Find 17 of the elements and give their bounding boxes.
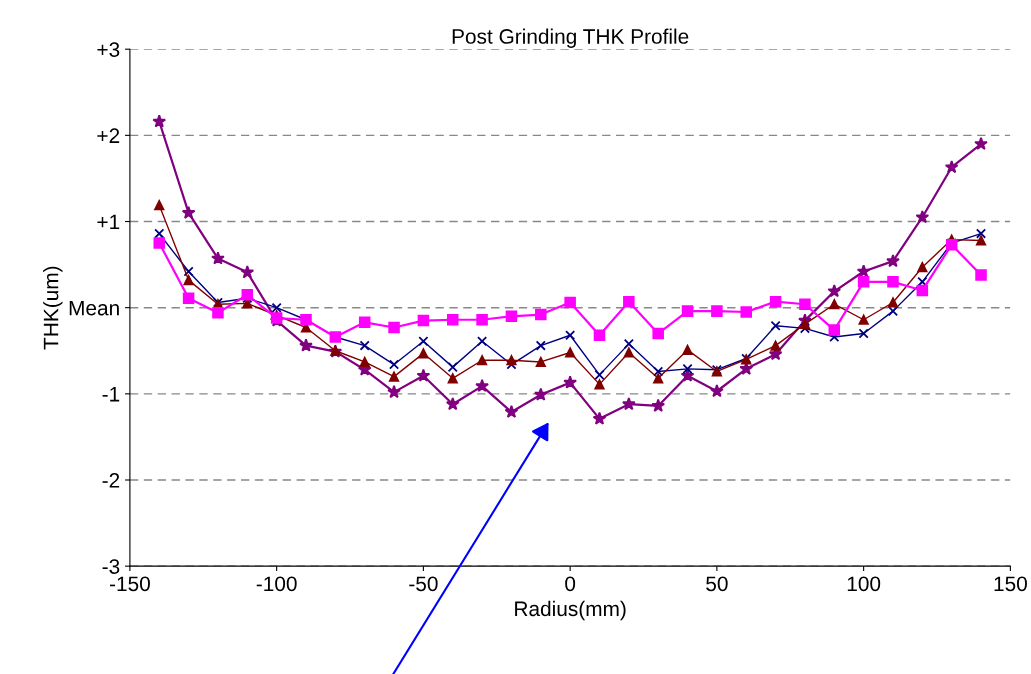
chart-title: Post Grinding THK Profile: [452, 28, 689, 48]
x-axis-title: Radius(mm): [515, 600, 626, 621]
y-axis-title: THK(um): [43, 266, 63, 350]
y-tick-label: -1: [102, 387, 120, 402]
y-tick-label: -3: [102, 559, 120, 574]
y-tick-label: +1: [97, 214, 120, 230]
x-tick-label: 50: [706, 576, 728, 592]
y-tick-label: -2: [102, 473, 120, 488]
y-tick-label: +3: [97, 42, 120, 57]
x-tick-label: -100: [256, 576, 297, 592]
x-tick-label: 150: [994, 576, 1027, 592]
x-tick-label: 100: [847, 576, 881, 592]
x-tick-label: 0: [565, 576, 576, 592]
y-tick-label: +2: [97, 128, 120, 143]
y-tick-label: Mean: [69, 300, 119, 316]
x-tick-label: -50: [409, 576, 438, 592]
x-tick-label: -150: [109, 576, 150, 592]
